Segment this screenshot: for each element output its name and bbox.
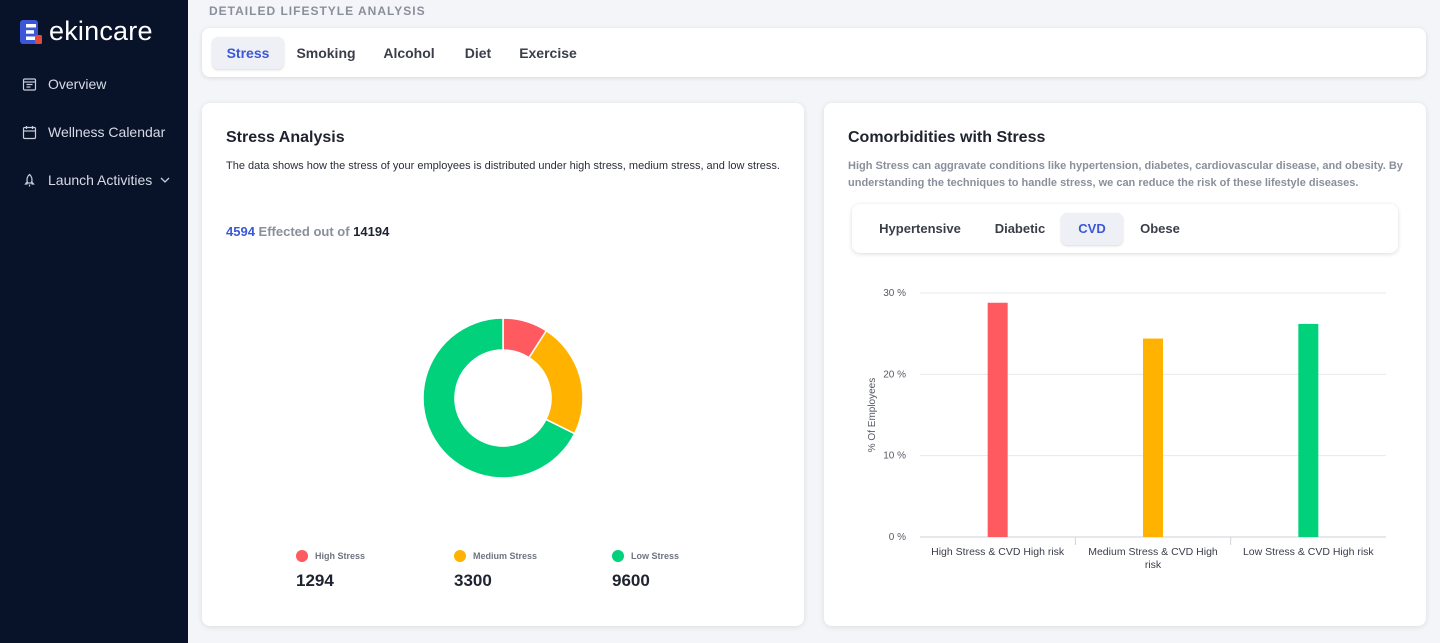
card-title: Comorbidities with Stress bbox=[848, 129, 1046, 146]
legend-value: 9600 bbox=[612, 571, 650, 590]
comorbidities-card: Comorbidities with Stress High Stress ca… bbox=[824, 103, 1426, 626]
sidebar-item-wellness-calendar[interactable]: Wellness Calendar bbox=[22, 124, 165, 140]
chevron-down-icon[interactable] bbox=[160, 177, 170, 183]
y-axis-label: % Of Employees bbox=[867, 378, 878, 452]
dashboard-icon bbox=[22, 77, 37, 91]
tab-diet[interactable]: Diet bbox=[464, 45, 492, 61]
donut-slice-medium-stress[interactable] bbox=[527, 329, 584, 435]
stress-analysis-card: Stress Analysis The data shows how the s… bbox=[202, 103, 804, 626]
cvd-bar-chart: 0 % 10 % 20 % 30 % % Of Employees High Stress… bbox=[867, 288, 1386, 571]
y-tick-label: 10 % bbox=[883, 451, 906, 462]
bar-low-stress-cvd[interactable] bbox=[1298, 323, 1319, 537]
brand-logo[interactable]: ekincare bbox=[20, 16, 153, 47]
stress-donut-chart bbox=[422, 317, 584, 479]
sidebar-item-label: Wellness Calendar bbox=[48, 124, 166, 140]
condition-tabbar: Hypertensive Diabetic CVD Obese bbox=[852, 204, 1398, 253]
calendar-icon bbox=[22, 125, 37, 139]
sidebar: ekincare Overview Wellness Calendar Laun… bbox=[0, 0, 188, 643]
rocket-icon bbox=[24, 173, 35, 186]
tab-obese[interactable]: Obese bbox=[1140, 221, 1180, 236]
affected-summary: 4594 Effected out of 14194 bbox=[226, 224, 389, 239]
legend-dot bbox=[454, 550, 466, 562]
legend-value: 3300 bbox=[454, 571, 492, 590]
card-description: The data shows how the stress of your em… bbox=[226, 160, 780, 172]
y-tick-label: 30 % bbox=[883, 288, 906, 299]
legend-item-low-stress: Low Stress 9600 bbox=[612, 550, 679, 591]
tab-diabetic[interactable]: Diabetic bbox=[994, 221, 1046, 236]
affected-text: Effected out of bbox=[258, 224, 350, 239]
legend-label: Medium Stress bbox=[473, 551, 538, 561]
tab-exercise[interactable]: Exercise bbox=[519, 45, 577, 61]
lifestyle-tabbar: Stress Smoking Alcohol Diet Exercise bbox=[202, 28, 1426, 77]
page-title: DETAILED LIFESTYLE ANALYSIS bbox=[209, 4, 426, 18]
sidebar-item-label: Launch Activities bbox=[48, 172, 153, 188]
brand-name: ekincare bbox=[49, 16, 153, 46]
donut-slice-low-stress[interactable] bbox=[422, 317, 576, 479]
bar-high-stress-cvd[interactable] bbox=[987, 302, 1008, 537]
card-description: High Stress can aggravate conditions lik… bbox=[848, 160, 1403, 189]
y-tick-label: 20 % bbox=[883, 369, 906, 380]
x-tick-label: risk bbox=[1145, 559, 1162, 571]
tab-hypertensive[interactable]: Hypertensive bbox=[879, 221, 961, 236]
x-tick-label: Medium Stress & CVD High bbox=[1088, 546, 1218, 558]
legend-dot bbox=[296, 550, 308, 562]
tab-alcohol[interactable]: Alcohol bbox=[383, 45, 435, 61]
total-count: 14194 bbox=[353, 224, 390, 239]
x-tick-label: Low Stress & CVD High risk bbox=[1243, 546, 1374, 558]
legend-item-high-stress: High Stress 1294 bbox=[296, 550, 365, 591]
tab-stress[interactable]: Stress bbox=[212, 37, 284, 69]
legend-item-medium-stress: Medium Stress 3300 bbox=[454, 550, 537, 591]
ekincare-logo-icon bbox=[20, 19, 42, 44]
sidebar-item-label: Overview bbox=[48, 76, 107, 92]
sidebar-item-overview[interactable]: Overview bbox=[22, 76, 106, 92]
bar-medium-stress-cvd[interactable] bbox=[1143, 338, 1163, 537]
sidebar-item-launch-activities[interactable]: Launch Activities bbox=[22, 172, 181, 188]
legend-label: High Stress bbox=[315, 551, 366, 561]
tab-cvd[interactable]: CVD bbox=[1061, 213, 1123, 245]
affected-count: 4594 bbox=[226, 224, 255, 239]
tab-smoking[interactable]: Smoking bbox=[296, 45, 356, 61]
x-tick-label: High Stress & CVD High risk bbox=[931, 546, 1065, 558]
legend-label: Low Stress bbox=[631, 551, 680, 561]
y-tick-label: 0 % bbox=[889, 532, 906, 543]
legend-value: 1294 bbox=[296, 571, 334, 590]
card-title: Stress Analysis bbox=[226, 129, 345, 146]
legend-dot bbox=[612, 550, 624, 562]
